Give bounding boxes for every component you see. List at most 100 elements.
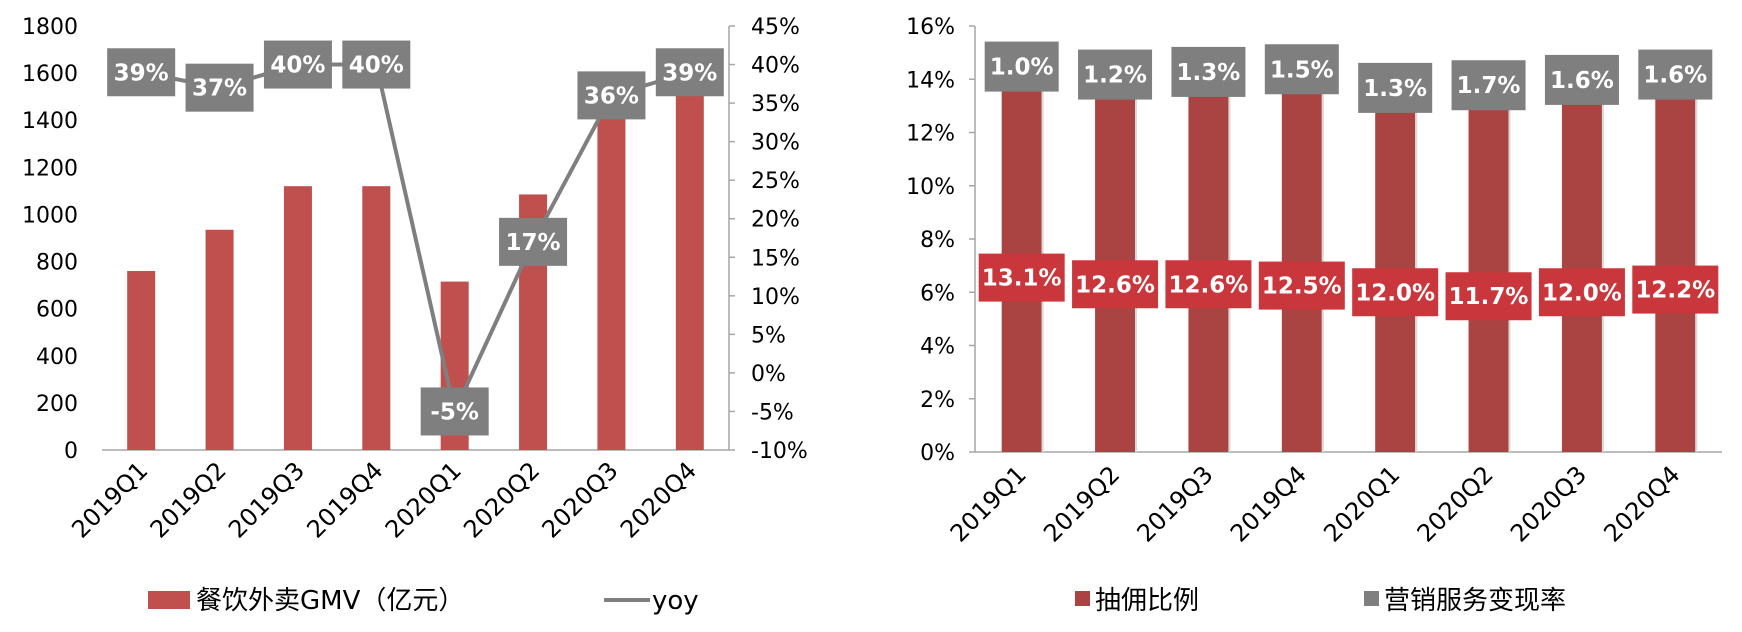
- y-tick: 10%: [906, 175, 955, 200]
- commission-data-label: 12.5%: [1262, 274, 1342, 300]
- yoy-data-label: 36%: [584, 83, 639, 109]
- y-tick-right: 10%: [751, 285, 800, 310]
- x-tick-label: 2019Q1: [945, 460, 1032, 547]
- yoy-label-box: [107, 48, 176, 97]
- gmv-bar: [127, 270, 156, 450]
- commission-data-label: 12.2%: [1635, 278, 1715, 304]
- commission-label-box: [978, 253, 1065, 302]
- y-tick-right: -10%: [751, 439, 808, 464]
- marketing-label-box: [984, 41, 1059, 92]
- x-tick-label: 2019Q4: [301, 456, 388, 543]
- gmv-bar: [675, 75, 704, 450]
- marketing-label-box: [1358, 62, 1433, 113]
- marketing-label-box: [1171, 46, 1246, 97]
- legend-right: 抽佣比例 营销服务变现率: [1075, 586, 1566, 616]
- x-tick-label: 2019Q3: [1132, 460, 1219, 547]
- gmv-yoy-chart: 0 200 400 600 800 1000 1200 1400 1600 1800 -10% -5%…: [22, 15, 808, 544]
- marketing-data-label: 1.2%: [1083, 63, 1147, 89]
- y-tick-right: 20%: [751, 208, 800, 233]
- yoy-data-label: 40%: [349, 53, 404, 79]
- gmv-bar: [597, 106, 626, 450]
- marketing-label-box: [1451, 60, 1526, 111]
- y-tick-right: 25%: [751, 169, 800, 194]
- yoy-label-box: [185, 63, 254, 112]
- y-tick: 2%: [920, 388, 955, 413]
- commission-data-label: 12.6%: [1169, 272, 1249, 298]
- marketing-data-label: 1.3%: [1177, 60, 1241, 86]
- commission-label-box: [1352, 268, 1439, 317]
- y-tick: 8%: [920, 228, 955, 253]
- marketing-label-box: [1078, 49, 1153, 100]
- commission-rate-chart: 0% 2% 4% 6% 8% 10% 12% 14% 16% 13.1% 12.6% 12.6% 12.…: [906, 15, 1722, 548]
- legend-label-marketing: 营销服务变现率: [1384, 586, 1566, 616]
- commission-label-box: [1072, 260, 1159, 309]
- y-tick-right: 30%: [751, 131, 800, 156]
- gmv-bar: [205, 229, 234, 450]
- marketing-data-label: 1.3%: [1363, 76, 1427, 102]
- y-tick-right: 0%: [751, 362, 786, 387]
- yoy-label-box: [499, 217, 568, 266]
- x-tick-label: 2020Q2: [458, 456, 545, 543]
- y-tick: 12%: [906, 122, 955, 147]
- legend-swatch-gmv: [148, 591, 190, 609]
- legend-swatch-commission: [1075, 591, 1090, 606]
- y-tick-right: 5%: [751, 323, 786, 348]
- y-tick: 14%: [906, 68, 955, 93]
- yoy-data-label: 39%: [662, 60, 717, 86]
- y-tick-left: 400: [36, 345, 78, 370]
- yoy-label-box: [420, 387, 489, 436]
- legend-swatch-marketing: [1364, 591, 1379, 606]
- legend-label-gmv: 餐饮外卖GMV（亿元）: [196, 586, 464, 616]
- yoy-data-label: 37%: [192, 76, 247, 102]
- gmv-bar: [362, 186, 391, 450]
- y-tick-left: 800: [36, 251, 78, 276]
- x-tick-label: 2020Q4: [1598, 460, 1685, 547]
- marketing-data-label: 1.6%: [1550, 68, 1614, 94]
- marketing-data-label: 1.6%: [1643, 63, 1707, 89]
- x-tick-label: 2020Q2: [1412, 460, 1499, 547]
- x-tick-label: 2020Q3: [1505, 460, 1592, 547]
- commission-label-box: [1538, 268, 1625, 317]
- y-tick: 4%: [920, 335, 955, 360]
- marketing-label-box: [1638, 49, 1713, 100]
- yoy-label-box: [263, 40, 332, 89]
- yoy-data-label: 39%: [114, 60, 169, 86]
- commission-label-box: [1258, 261, 1345, 310]
- y-tick: 0%: [920, 441, 955, 466]
- y-tick: 6%: [920, 281, 955, 306]
- commission-label-box: [1445, 272, 1532, 321]
- y-tick-right: -5%: [751, 400, 794, 425]
- marketing-data-label: 1.0%: [990, 55, 1054, 81]
- commission-label-box: [1165, 260, 1252, 309]
- y-tick-left: 1200: [22, 156, 78, 181]
- y-tick-left: 1800: [22, 15, 78, 40]
- x-tick-label: 2020Q4: [615, 456, 702, 543]
- yoy-label-box: [342, 40, 411, 89]
- yoy-label-box: [655, 48, 724, 97]
- y-tick-right: 15%: [751, 246, 800, 271]
- x-tick-label: 2020Q1: [380, 456, 467, 543]
- legend-left: 餐饮外卖GMV（亿元） yoy: [148, 586, 699, 616]
- y-tick: 16%: [906, 15, 955, 40]
- commission-data-label: 11.7%: [1449, 284, 1529, 310]
- x-tick-label: 2019Q4: [1225, 460, 1312, 547]
- y-tick-left: 1600: [22, 62, 78, 87]
- y-tick-right: 45%: [751, 15, 800, 40]
- gmv-bar: [283, 186, 312, 450]
- commission-data-label: 12.0%: [1355, 280, 1435, 306]
- x-tick-label: 2019Q2: [1038, 460, 1125, 547]
- x-tick-label: 2019Q2: [145, 456, 232, 543]
- commission-data-label: 12.6%: [1075, 272, 1155, 298]
- yoy-data-label: 40%: [270, 53, 325, 79]
- x-tick-label: 2020Q3: [537, 456, 624, 543]
- marketing-label-box: [1264, 44, 1339, 95]
- commission-data-label: 12.0%: [1542, 280, 1622, 306]
- x-tick-label: 2019Q3: [223, 456, 310, 543]
- y-tick-left: 0: [64, 439, 78, 464]
- yoy-data-label: 17%: [506, 230, 561, 256]
- marketing-label-box: [1544, 54, 1619, 105]
- legend-label-commission: 抽佣比例: [1095, 586, 1199, 616]
- yoy-data-label: -5%: [430, 399, 479, 425]
- y-tick-right: 40%: [751, 54, 800, 79]
